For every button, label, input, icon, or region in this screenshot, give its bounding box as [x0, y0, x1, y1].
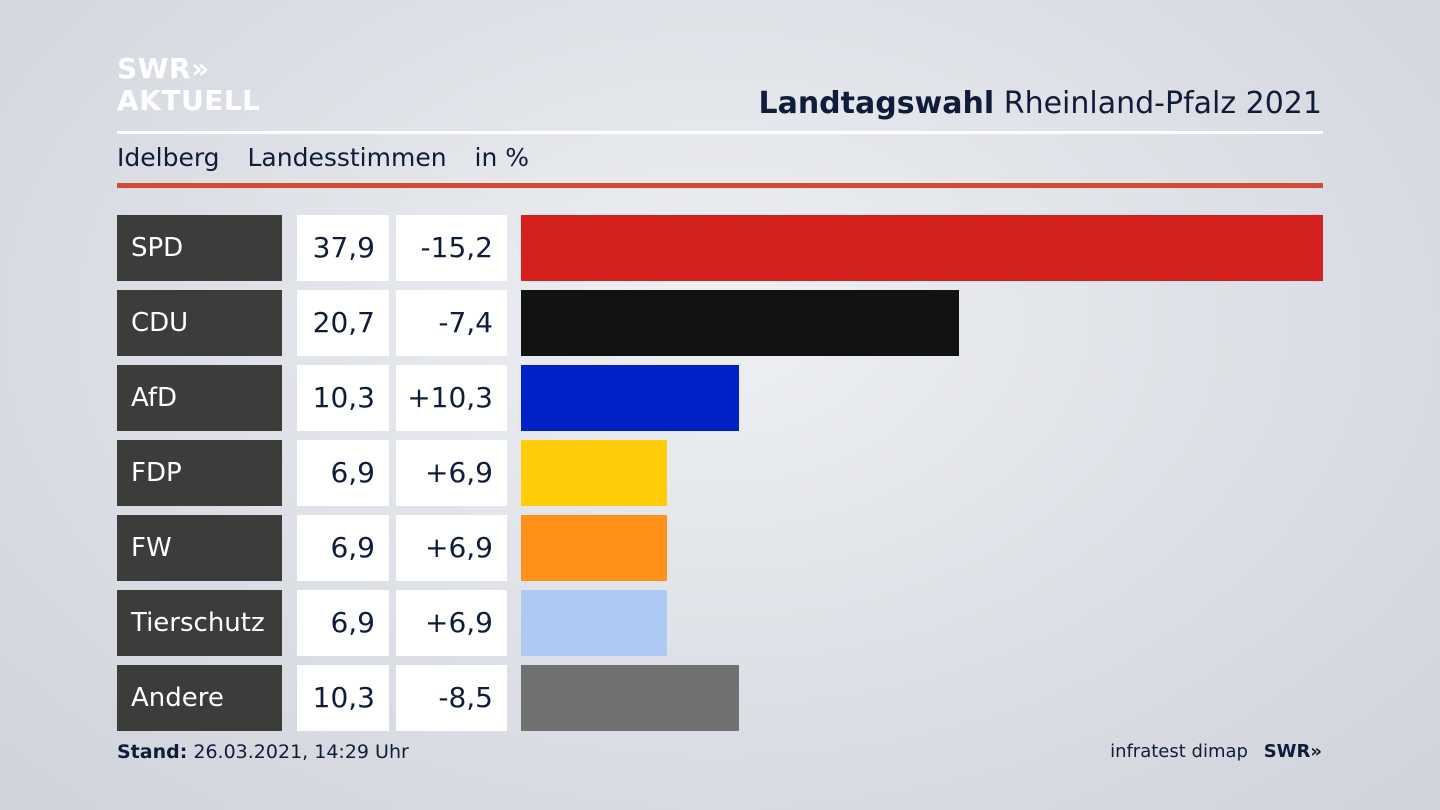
bar-row: Tierschutz 6,9 +6,9 — [117, 590, 1323, 656]
party-label: SPD — [117, 215, 282, 281]
vote-share-label: 10,3 — [297, 365, 389, 431]
subtitle-unit: in % — [474, 143, 530, 172]
change-label: +6,9 — [396, 440, 507, 506]
chart-subtitle: Idelberg Landesstimmen in % — [117, 143, 549, 172]
party-label: FDP — [117, 440, 282, 506]
logo-line2: AKTUELL — [117, 84, 261, 117]
bar — [521, 365, 739, 431]
party-label: FW — [117, 515, 282, 581]
change-label: -8,5 — [396, 665, 507, 731]
source-credit: infratest dimap SWR» — [1110, 741, 1322, 762]
title-rest: Rheinland-Pfalz 2021 — [1003, 86, 1322, 121]
header-divider — [117, 131, 1323, 134]
bar-row: CDU 20,7 -7,4 — [117, 290, 1323, 356]
timestamp: Stand: 26.03.2021, 14:29 Uhr — [117, 741, 409, 763]
change-label: +10,3 — [396, 365, 507, 431]
brand-mark: SWR» — [1263, 741, 1322, 762]
change-label: -15,2 — [396, 215, 507, 281]
vote-share-label: 37,9 — [297, 215, 389, 281]
stand-value: 26.03.2021, 14:29 Uhr — [193, 741, 409, 763]
party-label: CDU — [117, 290, 282, 356]
subtitle-place: Idelberg — [117, 143, 220, 172]
source-name: infratest dimap — [1110, 741, 1248, 762]
stand-label: Stand: — [117, 741, 188, 763]
bar-row: SPD 37,9 -15,2 — [117, 215, 1323, 281]
bar-row: Andere 10,3 -8,5 — [117, 665, 1323, 731]
change-label: +6,9 — [396, 515, 507, 581]
vote-share-label: 6,9 — [297, 440, 389, 506]
party-label: AfD — [117, 365, 282, 431]
vote-share-label: 20,7 — [297, 290, 389, 356]
change-label: +6,9 — [396, 590, 507, 656]
bar-row: FW 6,9 +6,9 — [117, 515, 1323, 581]
bar-row: FDP 6,9 +6,9 — [117, 440, 1323, 506]
subtitle-measure: Landesstimmen — [247, 143, 447, 172]
page-title: Landtagswahl Rheinland-Pfalz 2021 — [758, 86, 1322, 121]
bar — [521, 515, 667, 581]
vote-share-label: 6,9 — [297, 590, 389, 656]
bar — [521, 215, 1323, 281]
vote-share-label: 10,3 — [297, 665, 389, 731]
title-strong: Landtagswahl — [758, 86, 995, 121]
vote-share-label: 6,9 — [297, 515, 389, 581]
accent-divider — [117, 183, 1323, 188]
logo-line1: SWR» — [117, 52, 210, 85]
bar — [521, 590, 667, 656]
change-label: -7,4 — [396, 290, 507, 356]
swr-aktuell-logo: SWR» AKTUELL — [117, 54, 261, 116]
bar-row: AfD 10,3 +10,3 — [117, 365, 1323, 431]
bar — [521, 440, 667, 506]
bar — [521, 290, 959, 356]
party-label: Andere — [117, 665, 282, 731]
party-label: Tierschutz — [117, 590, 282, 656]
bar — [521, 665, 739, 731]
